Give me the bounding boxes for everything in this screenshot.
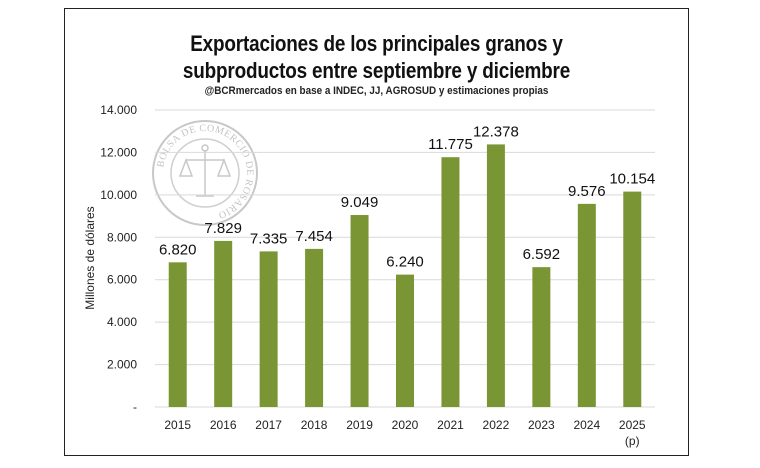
x-tick-sublabel: (p)	[625, 434, 640, 448]
x-tick-label: 2025	[619, 418, 646, 432]
bar	[577, 203, 596, 407]
bar	[350, 215, 369, 407]
y-tick-label: 6.000	[107, 273, 137, 287]
x-tick-label: 2019	[346, 418, 373, 432]
value-labels: 6.820 7.829 7.335 7.454 9.049 6.240 11.77512.3…	[159, 123, 655, 270]
value-label: 6.820	[159, 241, 197, 258]
value-label: 9.049	[341, 194, 379, 211]
value-label: 7.335	[250, 230, 288, 247]
x-tick-label: 2015	[164, 418, 191, 432]
x-tick-label: 2018	[301, 418, 328, 432]
bar	[305, 248, 324, 407]
y-tick-label: -	[133, 400, 137, 414]
chart-title-line2: subproductos entre septiembre y diciembr…	[182, 58, 571, 83]
x-tick-label: 2017	[255, 418, 282, 432]
y-axis-ticks: - 2.000 4.000 6.000 8.000 10.000 12.000 14.000	[100, 103, 137, 414]
chart-title-line1: Exportaciones de los principales granos …	[190, 31, 563, 56]
value-label: 7.454	[295, 228, 333, 245]
y-tick-label: 14.000	[100, 103, 137, 117]
bar	[532, 267, 551, 407]
bar	[214, 240, 233, 407]
watermark-seal: BOLSA DE COMERCIO DE ROSARIO	[152, 120, 258, 226]
bar	[441, 157, 460, 407]
x-axis-ticks: 2015 2016 2017 2018 2019 2020 2021 2022 2023 2024…	[164, 418, 646, 448]
bar	[168, 262, 187, 407]
bar	[259, 251, 278, 407]
value-label: 9.576	[568, 183, 606, 200]
x-tick-label: 2023	[528, 418, 555, 432]
bar	[486, 144, 505, 407]
y-tick-label: 4.000	[107, 315, 137, 329]
value-label: 7.829	[204, 220, 242, 237]
value-label: 10.154	[609, 171, 655, 188]
x-tick-label: 2020	[392, 418, 419, 432]
bars	[168, 144, 642, 407]
value-label: 6.240	[386, 254, 424, 271]
scales-icon	[178, 144, 232, 197]
x-tick-label: 2024	[573, 418, 600, 432]
x-tick-label: 2021	[437, 418, 464, 432]
value-label: 11.775	[428, 136, 473, 153]
bar	[396, 274, 414, 407]
value-label: 6.592	[523, 246, 561, 263]
chart-subtitle: @BCRmercados en base a INDEC, JJ, AGROSU…	[204, 85, 549, 97]
y-tick-label: 12.000	[100, 145, 137, 159]
y-tick-label: 8.000	[107, 230, 137, 244]
x-tick-label: 2016	[210, 418, 237, 432]
chart-title: Exportaciones de los principales granos …	[108, 30, 646, 84]
x-tick-label: 2022	[483, 418, 510, 432]
bar	[623, 191, 642, 407]
y-tick-label: 10.000	[100, 188, 137, 202]
y-tick-label: 2.000	[107, 358, 137, 372]
value-label: 12.378	[473, 123, 519, 140]
